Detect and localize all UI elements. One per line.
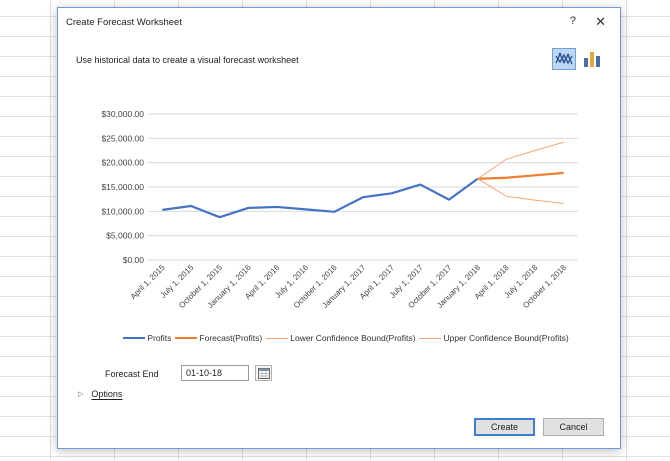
- legend-swatch: [175, 337, 198, 339]
- series-line: [477, 178, 564, 205]
- create-button[interactable]: Create: [474, 418, 535, 436]
- dialog-titlebar: Create Forecast Worksheet ? ✕: [58, 8, 620, 38]
- legend-item: Lower Confidence Bound(Profits): [266, 333, 415, 343]
- forecast-end-input[interactable]: [181, 365, 249, 381]
- create-forecast-dialog: Create Forecast Worksheet ? ✕ Use histor…: [57, 7, 621, 449]
- series-line: [162, 177, 479, 219]
- forecast-chart: $0.00 $5,000.00 $10,000.00 $15,000.00 $20,00…: [101, 109, 578, 310]
- options-toggle[interactable]: ▷ Options: [78, 389, 122, 399]
- column-chart-icon: [584, 52, 600, 67]
- line-chart-icon: [555, 52, 573, 65]
- help-icon[interactable]: ?: [569, 15, 576, 27]
- column-chart-type-button[interactable]: [580, 48, 604, 70]
- legend-label: Upper Confidence Bound(Profits): [443, 333, 569, 343]
- y-tick-label: $20,000.00: [101, 158, 144, 168]
- line-chart-type-button[interactable]: [552, 48, 576, 70]
- cancel-button[interactable]: Cancel: [543, 418, 604, 436]
- dialog-title: Create Forecast Worksheet: [66, 17, 182, 28]
- legend-swatch: [266, 337, 289, 339]
- series-line: [477, 171, 564, 180]
- intro-text: Use historical data to create a visual f…: [76, 55, 299, 65]
- series-line: [477, 141, 564, 180]
- legend-label: Lower Confidence Bound(Profits): [290, 333, 416, 343]
- close-icon[interactable]: ✕: [595, 14, 606, 29]
- options-label: Options: [91, 389, 123, 399]
- forecast-end-label: Forecast End: [105, 369, 159, 379]
- y-tick-label: $15,000.00: [101, 182, 144, 192]
- y-tick-label: $0.00: [123, 255, 145, 265]
- y-tick-label: $30,000.00: [101, 109, 144, 119]
- forecast-end-label-text: Forecast End: [105, 369, 159, 379]
- legend-swatch: [419, 337, 442, 339]
- legend-item: Forecast(Profits): [175, 333, 262, 343]
- y-tick-label: $25,000.00: [101, 133, 144, 143]
- chart-legend: Profits Forecast(Profits) Lower Confidence…: [108, 333, 588, 343]
- legend-label: Profits: [147, 333, 172, 343]
- legend-swatch: [123, 337, 146, 339]
- y-tick-label: $10,000.00: [101, 206, 144, 216]
- y-tick-label: $5,000.00: [106, 231, 144, 241]
- legend-label: Forecast(Profits): [199, 333, 263, 343]
- legend-item: Profits: [123, 333, 171, 343]
- legend-item: Upper Confidence Bound(Profits): [419, 333, 569, 343]
- expand-triangle-icon: ▷: [78, 391, 84, 398]
- calendar-button[interactable]: [255, 365, 272, 381]
- calendar-icon: [257, 367, 270, 379]
